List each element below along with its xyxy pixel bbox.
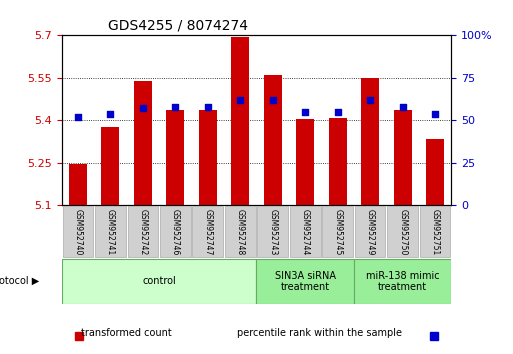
Text: control: control: [142, 276, 176, 286]
Bar: [69, 164, 87, 205]
Bar: [297, 119, 314, 205]
FancyBboxPatch shape: [256, 259, 354, 303]
Text: GSM952742: GSM952742: [139, 209, 147, 255]
Text: transformed count: transformed count: [81, 329, 172, 338]
Point: [366, 97, 374, 103]
Text: GSM952743: GSM952743: [268, 209, 277, 255]
Text: GSM952745: GSM952745: [333, 209, 342, 255]
Bar: [426, 139, 444, 205]
Bar: [102, 127, 119, 205]
Point: [171, 104, 180, 110]
Text: GSM952746: GSM952746: [171, 209, 180, 255]
FancyBboxPatch shape: [355, 206, 385, 257]
Text: GSM952740: GSM952740: [73, 209, 82, 255]
Bar: [394, 110, 411, 205]
Point: [204, 104, 212, 110]
FancyBboxPatch shape: [160, 206, 190, 257]
Point: [333, 109, 342, 115]
Point: [301, 109, 309, 115]
FancyBboxPatch shape: [323, 206, 353, 257]
FancyBboxPatch shape: [128, 206, 158, 257]
Bar: [264, 75, 282, 205]
Text: GSM952744: GSM952744: [301, 209, 310, 255]
FancyBboxPatch shape: [62, 259, 256, 303]
FancyBboxPatch shape: [290, 206, 321, 257]
Text: GSM952749: GSM952749: [366, 209, 374, 255]
Text: GSM952747: GSM952747: [203, 209, 212, 255]
Text: GDS4255 / 8074274: GDS4255 / 8074274: [108, 19, 248, 33]
Point: [236, 97, 244, 103]
Text: GSM952751: GSM952751: [431, 209, 440, 255]
Text: GSM952741: GSM952741: [106, 209, 115, 255]
Point: [74, 114, 82, 120]
Point: [269, 97, 277, 103]
Text: GSM952748: GSM952748: [236, 209, 245, 255]
Point: [106, 111, 114, 116]
FancyBboxPatch shape: [420, 206, 450, 257]
Bar: [134, 81, 152, 205]
Text: SIN3A siRNA
treatment: SIN3A siRNA treatment: [275, 270, 336, 292]
Text: miR-138 mimic
treatment: miR-138 mimic treatment: [366, 270, 440, 292]
FancyBboxPatch shape: [387, 206, 418, 257]
Text: GSM952750: GSM952750: [398, 209, 407, 255]
Bar: [329, 118, 347, 205]
Text: percentile rank within the sample: percentile rank within the sample: [237, 329, 402, 338]
Bar: [166, 110, 184, 205]
FancyBboxPatch shape: [192, 206, 223, 257]
FancyBboxPatch shape: [95, 206, 126, 257]
FancyBboxPatch shape: [258, 206, 288, 257]
FancyBboxPatch shape: [225, 206, 255, 257]
Point: [399, 104, 407, 110]
Bar: [361, 78, 379, 205]
Bar: [199, 110, 216, 205]
Point: [431, 111, 439, 116]
Point: [139, 105, 147, 111]
Text: protocol ▶: protocol ▶: [0, 276, 39, 286]
FancyBboxPatch shape: [354, 259, 451, 303]
FancyBboxPatch shape: [63, 206, 93, 257]
Bar: [231, 37, 249, 205]
